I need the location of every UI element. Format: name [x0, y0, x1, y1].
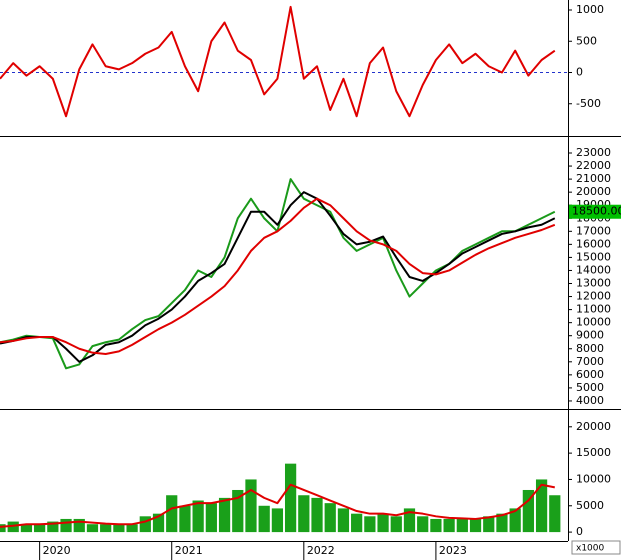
y-tick-label: 5000 [576, 499, 604, 512]
y-tick-label: 15000 [576, 250, 611, 263]
volume-bar [232, 489, 244, 533]
volume-bar [417, 516, 429, 533]
y-tick-label: 5000 [576, 381, 604, 394]
y-tick-label: 16000 [576, 237, 611, 250]
volume-bar [483, 516, 495, 533]
volume-bar [509, 508, 521, 533]
volume-bar [337, 508, 350, 533]
volume-bar [377, 513, 389, 533]
y-tick-label: 21000 [576, 172, 611, 185]
volume-bar [205, 503, 217, 533]
y-tick-label: 9000 [576, 329, 604, 342]
volume-bar [166, 495, 178, 533]
volume-bar [271, 508, 284, 533]
volume-bar [47, 521, 59, 533]
x-tick-label: 2020 [43, 544, 71, 557]
volume-bar [7, 521, 19, 533]
series-line [0, 5, 556, 118]
volume-bar [152, 513, 165, 533]
volume-bar [284, 463, 297, 533]
volume-bar [469, 518, 482, 533]
last-price-label: 18500.00 [572, 205, 621, 218]
y-tick-label: 14000 [576, 263, 611, 276]
volume-bar [535, 479, 548, 533]
volume-bar [86, 524, 99, 533]
y-tick-label: 10000 [576, 316, 611, 329]
y-tick-label: 0 [576, 66, 583, 79]
x-tick-label: 2023 [439, 544, 467, 557]
volume-bar [430, 518, 442, 533]
y-tick-label: 500 [576, 34, 597, 47]
volume-bar [126, 524, 138, 533]
y-tick-label: 20000 [576, 420, 611, 433]
volume-bar [113, 524, 125, 533]
volume-bar [403, 508, 416, 533]
y-tick-label: 13000 [576, 277, 611, 290]
volume-bar [100, 524, 112, 533]
y-tick-label: 7000 [576, 355, 604, 368]
series-line [0, 197, 556, 355]
last-price-box [569, 204, 621, 219]
volume-bar [443, 518, 455, 533]
volume-bar [0, 524, 6, 533]
volume-bar [522, 489, 534, 533]
y-tick-label: 20000 [576, 185, 611, 198]
volume-bar [192, 500, 204, 533]
y-tick-label: 11000 [576, 303, 611, 316]
y-tick-label: 22000 [576, 159, 611, 172]
unit-label: x1000 [576, 544, 605, 554]
unit-box [571, 540, 621, 555]
volume-bar [390, 516, 402, 533]
y-tick-label: 17000 [576, 224, 611, 237]
y-tick-label: 10000 [576, 472, 611, 485]
y-tick-label: 0 [576, 525, 583, 538]
y-tick-label: 6000 [576, 368, 604, 381]
volume-bar [139, 516, 151, 533]
volume-bar [549, 495, 561, 533]
y-tick-label: 12000 [576, 290, 611, 303]
volume-bar [456, 518, 468, 533]
series-line [0, 483, 555, 528]
volume-bar [258, 505, 270, 533]
x-tick-label: 2022 [307, 544, 335, 557]
volume-bar [324, 503, 336, 533]
volume-bar [245, 479, 257, 533]
x-tick-label: 2021 [175, 544, 203, 557]
volume-bar [311, 497, 323, 533]
volume-bar [179, 505, 191, 533]
volume-bar [34, 524, 46, 533]
y-tick-label: 1000 [576, 3, 604, 16]
y-tick-label: 4000 [576, 394, 604, 407]
volume-bar [496, 513, 508, 533]
y-tick-label: 15000 [576, 446, 611, 459]
volume-bar [298, 495, 310, 533]
volume-bar [364, 516, 376, 533]
y-tick-label: 23000 [576, 146, 611, 159]
volume-bar [60, 518, 72, 533]
volume-bar [20, 524, 33, 533]
volume-bar [73, 518, 85, 533]
series-line [0, 191, 556, 363]
volume-bar [218, 497, 231, 533]
y-tick-label: -500 [576, 97, 601, 110]
y-tick-label: 8000 [576, 342, 604, 355]
volume-bar [351, 513, 363, 533]
